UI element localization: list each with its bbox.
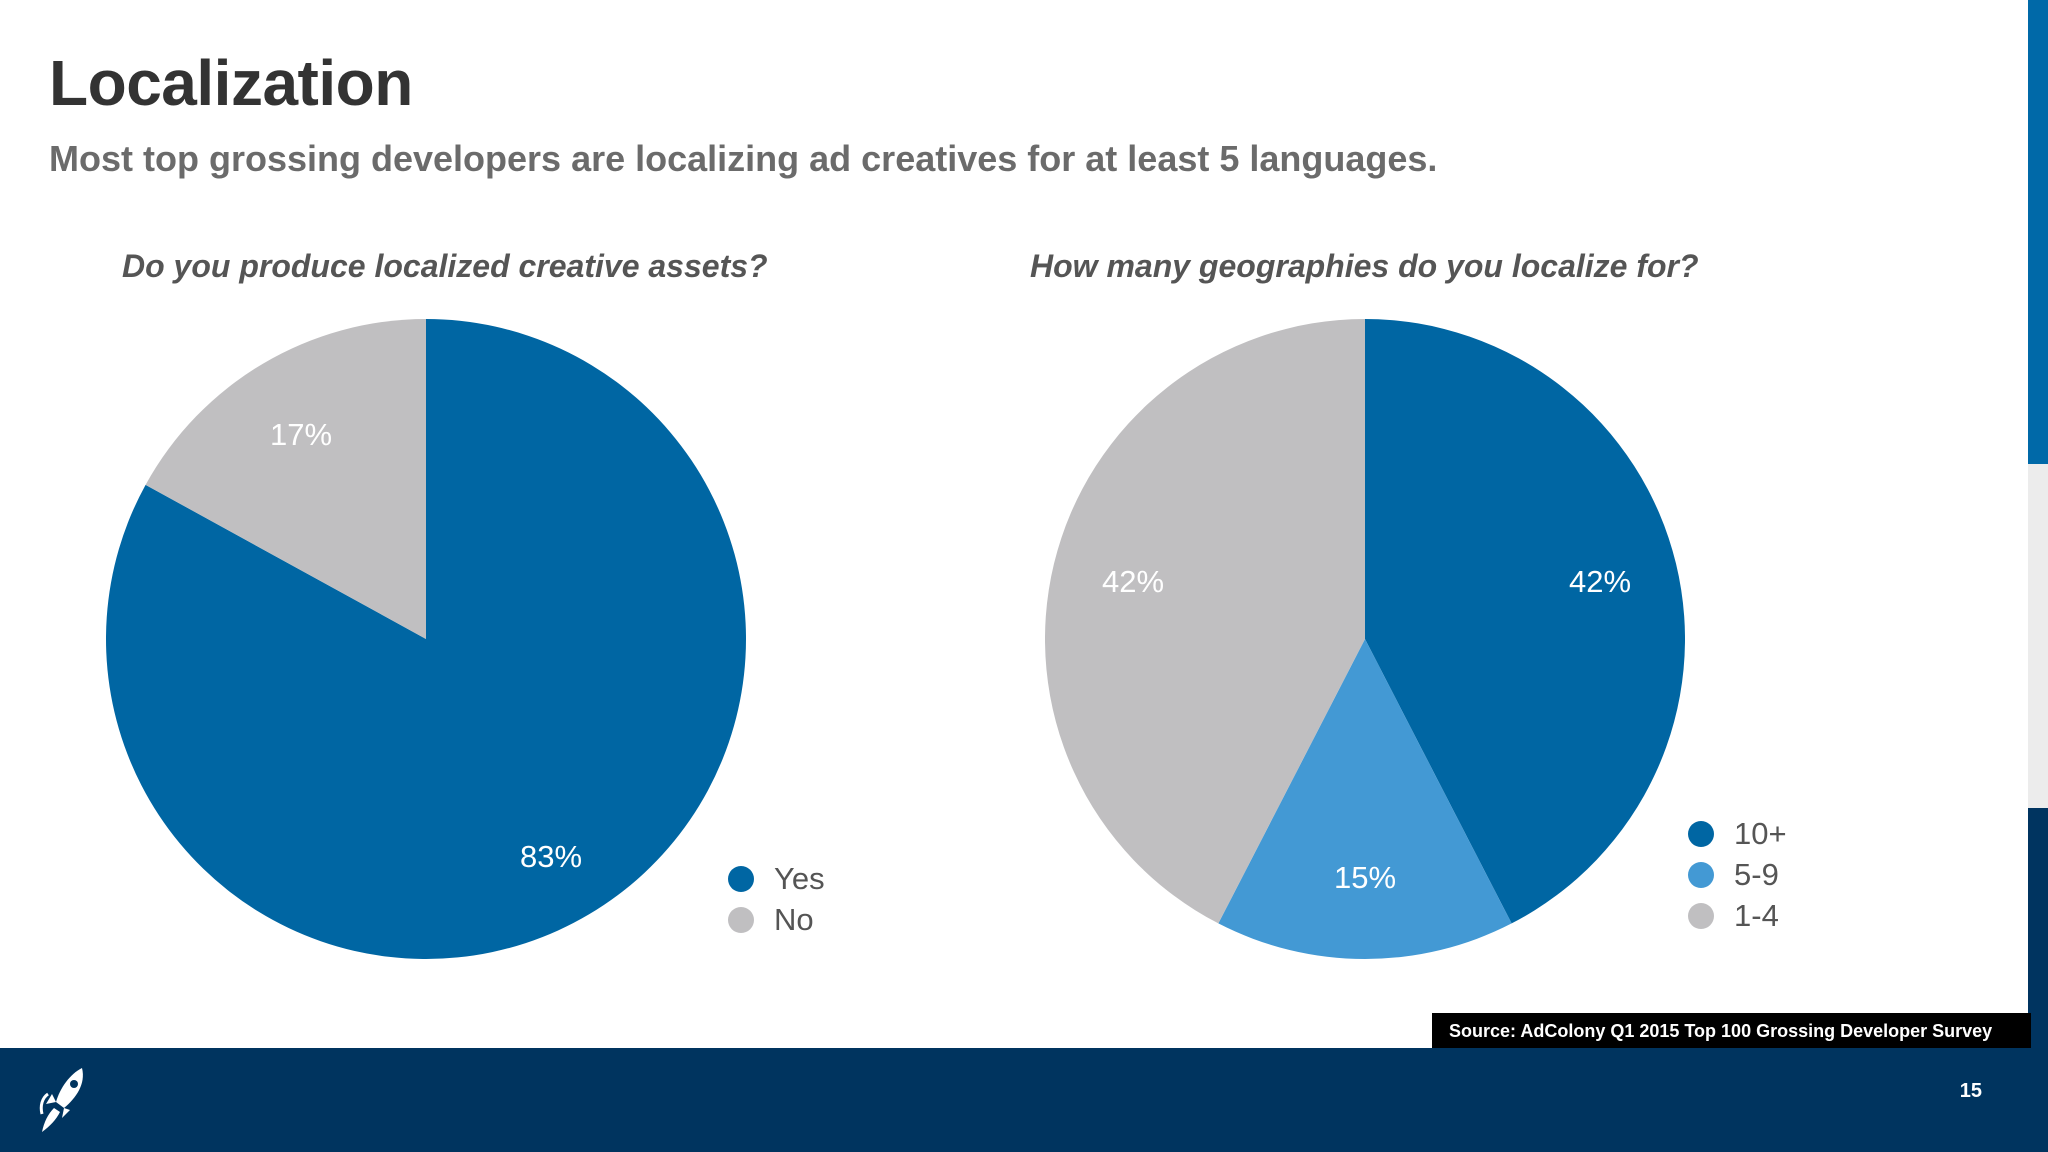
slide-subtitle: Most top grossing developers are localiz…	[49, 138, 1438, 179]
legend-swatch	[728, 906, 754, 933]
side-accent-bar	[2028, 464, 2048, 808]
pie-slice-no	[145, 319, 427, 639]
chart-2-legend: 10+ 5-9 1-4	[1688, 813, 1787, 936]
legend-swatch	[728, 865, 754, 892]
chart-2-title: How many geographies do you localize for…	[1030, 248, 1699, 284]
source-note: Source: AdColony Q1 2015 Top 100 Grossin…	[1432, 1013, 2031, 1049]
legend-label: Yes	[774, 860, 825, 896]
pie-data-label: 17%	[270, 417, 332, 452]
pie-slice-10	[1365, 319, 1685, 924]
legend-item: No	[728, 899, 825, 940]
chart-1-title: Do you produce localized creative assets…	[122, 248, 768, 284]
side-accent-bar	[2028, 808, 2048, 1048]
legend-item: 5-9	[1688, 854, 1787, 895]
legend-item: Yes	[728, 858, 825, 899]
legend-swatch	[1688, 902, 1714, 929]
pie-slice-1-4	[1045, 319, 1365, 924]
legend-swatch	[1688, 861, 1714, 888]
legend-label: No	[774, 901, 814, 937]
legend-item: 1-4	[1688, 895, 1787, 936]
pie-data-label: 42%	[1569, 564, 1631, 599]
pie-chart-localized-assets: 83% 17%	[106, 319, 747, 959]
slide-title: Localization	[49, 47, 413, 119]
legend-label: 10+	[1734, 815, 1787, 851]
pie-data-label: 83%	[520, 839, 582, 874]
legend-label: 5-9	[1734, 856, 1779, 892]
legend-label: 1-4	[1734, 897, 1779, 933]
pie-data-label: 15%	[1334, 860, 1396, 895]
rocket-icon	[39, 1068, 83, 1132]
legend-item: 10+	[1688, 813, 1787, 854]
pie-data-label: 42%	[1102, 564, 1164, 599]
side-accent-bar	[2028, 0, 2048, 464]
legend-swatch	[1688, 820, 1714, 847]
pie-slice-5-9	[1218, 639, 1512, 959]
pie-chart-geographies: 42% 15% 42%	[1045, 319, 1685, 959]
chart-1-legend: Yes No	[728, 858, 825, 940]
footer-bar	[0, 1048, 2048, 1152]
page-number: 15	[1959, 1080, 1982, 1102]
